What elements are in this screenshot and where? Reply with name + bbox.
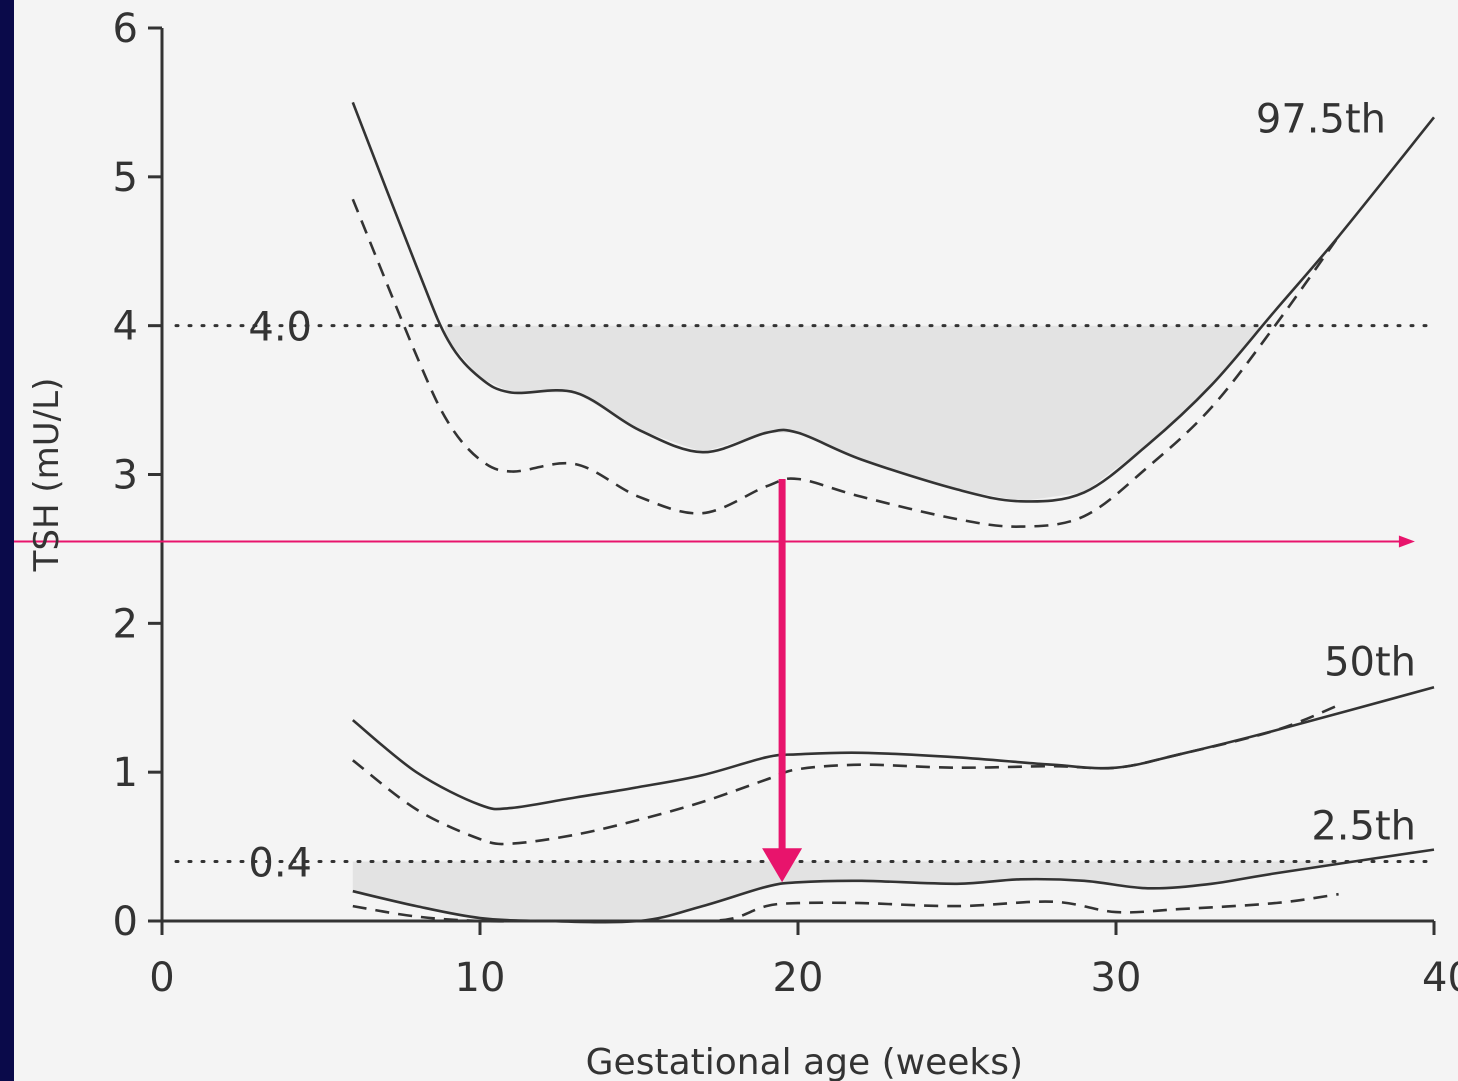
y-tick-label: 3 bbox=[113, 453, 138, 499]
vertical-arrow-head bbox=[762, 848, 803, 883]
horizontal-arrow-head bbox=[1398, 535, 1415, 548]
y-axis-label: TSH (mU/L) bbox=[27, 378, 67, 573]
series-line-5-dashed bbox=[352, 892, 1339, 923]
y-tick-label: 6 bbox=[113, 6, 138, 52]
shaded-region-upper bbox=[445, 325, 1260, 502]
series-label-97-5th: 97.5th bbox=[1256, 96, 1386, 142]
chart-panel: 0 1 2 3 4 5 6 0 10 20 30 40 TSH (mU/L) Gestational … bbox=[14, 0, 1458, 1081]
tsh-chart: 0 1 2 3 4 5 6 0 10 20 30 40 TSH (mU/L) Gestational … bbox=[14, 6, 1458, 1081]
series-line-3-dashed bbox=[352, 703, 1340, 846]
x-tick-label: 0 bbox=[149, 955, 174, 1001]
x-axis-label: Gestational age (weeks) bbox=[586, 1042, 1023, 1081]
y-tick-label: 4 bbox=[113, 304, 138, 350]
y-tick-label: 0 bbox=[113, 899, 138, 945]
x-tick-label: 30 bbox=[1091, 955, 1142, 1001]
shaded-region-lower bbox=[352, 861, 1352, 921]
series-label-2-5th: 2.5th bbox=[1311, 803, 1416, 849]
x-tick-label: 40 bbox=[1422, 955, 1458, 1001]
x-tick-label: 10 bbox=[455, 955, 506, 1001]
ref-line-label-4-0: 4.0 bbox=[248, 305, 312, 351]
x-tick-label: 20 bbox=[773, 955, 824, 1001]
y-tick-label: 2 bbox=[113, 601, 138, 647]
ref-line-label-0-4: 0.4 bbox=[248, 840, 312, 886]
series-line-2-solid bbox=[351, 686, 1435, 811]
y-tick-label: 1 bbox=[113, 750, 138, 796]
series-label-50th: 50th bbox=[1324, 640, 1416, 686]
series-line-1-dashed bbox=[351, 198, 1340, 528]
series-line-0-solid bbox=[351, 101, 1436, 503]
y-tick-label: 5 bbox=[113, 155, 138, 201]
